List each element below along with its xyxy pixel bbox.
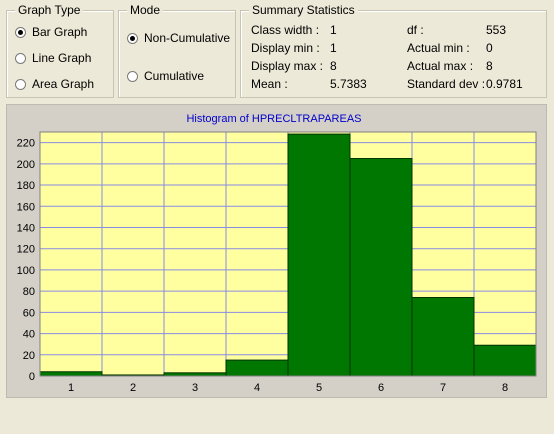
x-tick-label: 1 xyxy=(68,382,74,394)
non-cumulative-label: Non-Cumulative xyxy=(144,31,231,45)
cumulative-radio[interactable] xyxy=(127,70,138,82)
actual-max-value: 8 xyxy=(486,59,493,73)
y-tick-label: 220 xyxy=(17,138,35,150)
y-tick-label: 200 xyxy=(17,159,35,171)
bar-graph-radio[interactable] xyxy=(15,26,26,38)
y-tick-label: 100 xyxy=(17,265,35,277)
x-tick-label: 6 xyxy=(378,382,384,394)
bar-graph-option[interactable]: Bar Graph xyxy=(15,25,87,39)
y-tick-label: 20 xyxy=(23,350,35,362)
df-value: 553 xyxy=(486,23,507,37)
histogram-bar-6 xyxy=(349,158,413,377)
area-graph-radio[interactable] xyxy=(15,78,26,90)
x-axis: 1 2 3 4 5 6 7 8 xyxy=(68,382,508,394)
actual-max-label: Actual max : xyxy=(407,59,474,73)
df-label: df : xyxy=(407,23,424,37)
x-tick-label: 5 xyxy=(316,382,322,394)
x-tick-label: 3 xyxy=(192,382,198,394)
y-tick-label: 40 xyxy=(23,329,35,341)
area-graph-label: Area Graph xyxy=(32,77,95,91)
line-graph-option[interactable]: Line Graph xyxy=(15,51,91,65)
graph-type-title: Graph Type xyxy=(15,3,84,17)
histogram-bar-1 xyxy=(39,371,103,377)
line-graph-label: Line Graph xyxy=(32,51,92,65)
area-graph-option[interactable]: Area Graph xyxy=(15,77,94,91)
mean-value: 5.7383 xyxy=(330,77,367,91)
histogram-bar-4 xyxy=(225,359,289,377)
display-min-label: Display min : xyxy=(251,41,320,55)
non-cumulative-radio[interactable] xyxy=(127,32,138,44)
x-tick-label: 8 xyxy=(502,382,508,394)
histogram-bar-8 xyxy=(473,344,537,377)
plot-border xyxy=(39,131,537,377)
summary-statistics-group: Summary Statistics Class width : 1 Displ… xyxy=(240,3,547,98)
bars xyxy=(39,131,537,377)
y-tick-label: 120 xyxy=(17,244,35,256)
histogram-panel: Histogram of HPRECLTRAPAREAS 0 20 40 60 80 10… xyxy=(6,104,547,398)
x-tick-label: 4 xyxy=(254,382,260,394)
histogram-chart: Histogram of HPRECLTRAPAREAS 02040608010… xyxy=(17,113,537,394)
y-tick-label: 80 xyxy=(23,286,35,298)
std-dev-value: 0.9781 xyxy=(486,77,523,91)
bar-graph-label: Bar Graph xyxy=(32,25,88,39)
summary-title: Summary Statistics xyxy=(249,3,358,17)
class-width-label: Class width : xyxy=(251,23,320,37)
y-tick-label: 180 xyxy=(17,180,35,192)
actual-min-value: 0 xyxy=(486,41,493,55)
y-tick-label: 60 xyxy=(23,307,35,319)
display-max-value: 8 xyxy=(330,59,337,73)
non-cumulative-option[interactable]: Non-Cumulative xyxy=(127,31,230,45)
display-min-value: 1 xyxy=(330,41,337,55)
std-dev-label: Standard dev : xyxy=(407,77,486,91)
graph-type-group: Graph Type Bar Graph Line Graph Area Gra… xyxy=(6,3,114,98)
cumulative-option[interactable]: Cumulative xyxy=(127,69,204,83)
histogram-bar-5 xyxy=(287,133,351,377)
mode-title: Mode xyxy=(127,3,164,17)
chart-title: Histogram of HPRECLTRAPAREAS xyxy=(186,113,361,125)
actual-min-label: Actual min : xyxy=(407,41,470,55)
line-graph-radio[interactable] xyxy=(15,52,26,64)
mode-group: Mode Non-Cumulative Cumulative xyxy=(118,3,236,98)
class-width-value: 1 xyxy=(330,23,337,37)
y-axis: 0 20 40 60 80 100 120 140 160 180 200 220 xyxy=(17,138,35,383)
cumulative-label: Cumulative xyxy=(144,69,205,83)
x-tick-label: 7 xyxy=(440,382,446,394)
y-tick-label: 160 xyxy=(17,201,35,213)
y-tick-label: 140 xyxy=(17,222,35,234)
mean-label: Mean : xyxy=(251,77,288,91)
x-tick-label: 2 xyxy=(130,382,136,394)
display-max-label: Display max : xyxy=(251,59,324,73)
histogram-bar-7 xyxy=(411,296,475,377)
y-tick-label: 0 xyxy=(29,371,35,383)
